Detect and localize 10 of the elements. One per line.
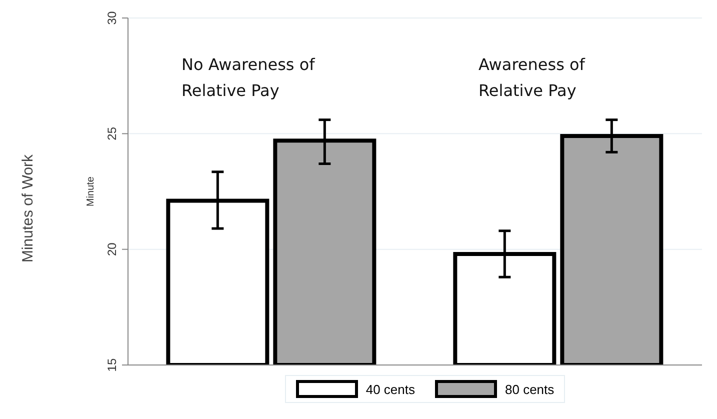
legend-label: 80 cents (505, 382, 554, 396)
legend-label: 40 cents (366, 382, 415, 396)
y-tick-label: 30 (105, 11, 119, 25)
y-tick-label: 15 (105, 358, 119, 372)
y-tick-label: 20 (105, 242, 119, 256)
annotation: Awareness of Relative Pay (478, 54, 585, 102)
annotation: No Awareness of Relative Pay (182, 54, 315, 102)
y-axis-title: Minute (86, 176, 97, 207)
y-tick-label: 25 (105, 126, 119, 140)
text: Minutes of Work (20, 154, 36, 262)
